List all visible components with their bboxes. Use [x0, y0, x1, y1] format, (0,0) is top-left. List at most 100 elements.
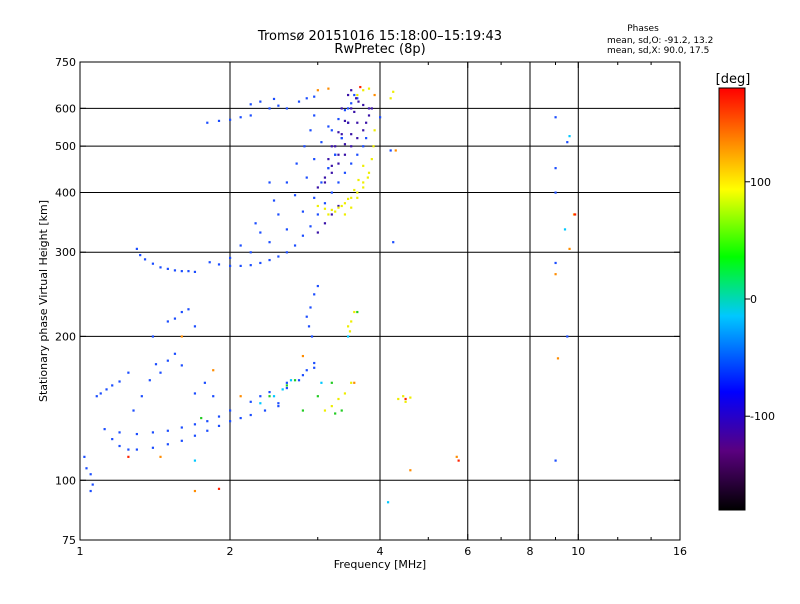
data-point	[301, 374, 305, 377]
data-point	[327, 158, 330, 161]
data-point	[350, 320, 353, 323]
data-point	[132, 409, 135, 412]
data-point	[330, 171, 333, 174]
data-point	[362, 145, 365, 148]
data-point	[180, 364, 183, 367]
data-point	[313, 196, 316, 199]
data-point	[316, 231, 319, 234]
data-point	[356, 97, 359, 100]
colorbar-tick-label: 0	[750, 293, 757, 306]
data-point	[327, 125, 330, 128]
data-point	[166, 429, 169, 432]
data-point	[301, 234, 305, 237]
data-point	[277, 213, 280, 216]
data-point	[305, 176, 308, 179]
data-point	[574, 213, 577, 216]
data-point	[217, 263, 221, 266]
data-point	[135, 247, 138, 250]
data-point	[316, 89, 319, 92]
x-axis-label: Frequency [MHz]	[334, 558, 426, 571]
data-point	[337, 181, 340, 184]
data-point	[259, 261, 262, 265]
data-point	[105, 388, 108, 391]
colorbar-tick-label: -100	[750, 410, 775, 423]
chart-subtitle: RwPretec (8p)	[334, 42, 425, 57]
data-point	[277, 255, 280, 258]
data-point	[239, 264, 242, 267]
data-point	[309, 129, 312, 132]
data-point	[272, 395, 276, 398]
data-point	[89, 473, 92, 476]
data-point	[193, 423, 197, 426]
data-point	[362, 103, 365, 107]
data-point	[556, 357, 560, 360]
colorbar-ticks: 100 0 -100	[745, 176, 775, 423]
data-point	[166, 359, 169, 362]
data-point	[239, 416, 242, 420]
data-point	[365, 121, 368, 124]
data-point	[249, 114, 252, 117]
data-point	[259, 395, 262, 398]
data-point	[346, 121, 350, 124]
data-point	[356, 153, 359, 156]
data-point	[343, 171, 347, 174]
data-point	[285, 107, 288, 110]
data-point	[554, 459, 557, 462]
data-point	[337, 206, 340, 209]
data-point	[373, 129, 376, 132]
data-point	[249, 400, 252, 403]
data-point	[159, 371, 162, 374]
data-point	[151, 446, 155, 449]
data-point	[353, 110, 356, 114]
data-point	[263, 409, 267, 412]
data-point	[370, 107, 373, 110]
data-point	[151, 431, 155, 434]
data-point	[334, 145, 337, 148]
y-axis-label: Stationary phase Virtual Height [km]	[37, 200, 50, 402]
data-point	[330, 208, 333, 212]
x-tick-label: 6	[464, 545, 471, 558]
data-point	[239, 116, 242, 119]
data-point	[259, 231, 262, 234]
data-point	[389, 97, 392, 100]
data-point	[135, 448, 138, 451]
data-point	[334, 210, 337, 213]
data-point	[293, 194, 297, 197]
data-point	[193, 392, 197, 395]
data-point	[212, 395, 215, 398]
data-point	[409, 396, 412, 399]
data-point	[285, 251, 288, 254]
data-point	[404, 400, 407, 403]
data-point	[285, 181, 288, 184]
data-point	[217, 415, 221, 418]
data-point	[254, 222, 257, 225]
data-point	[568, 247, 571, 250]
data-point	[340, 137, 343, 140]
data-point	[91, 483, 94, 486]
data-point	[348, 330, 352, 333]
data-point	[330, 213, 333, 216]
data-point	[343, 143, 347, 146]
data-point	[293, 244, 297, 247]
data-point	[359, 85, 362, 89]
y-tick-label: 400	[55, 186, 76, 199]
data-point	[140, 395, 143, 398]
data-point	[350, 162, 353, 165]
data-point	[193, 325, 197, 328]
data-point	[350, 107, 353, 110]
data-point	[323, 202, 327, 205]
data-point	[208, 261, 211, 264]
data-point	[239, 244, 242, 247]
data-point	[362, 181, 365, 184]
data-point	[180, 439, 183, 442]
data-point	[457, 459, 460, 462]
data-point	[217, 424, 221, 428]
data-point	[357, 100, 360, 103]
data-point	[337, 204, 340, 208]
data-point	[337, 162, 340, 165]
data-point	[268, 181, 271, 184]
data-point	[340, 409, 343, 412]
chart-title: Tromsø 20151016 15:18:00–15:19:43	[257, 29, 502, 44]
data-point	[180, 310, 183, 314]
data-point	[313, 361, 316, 365]
